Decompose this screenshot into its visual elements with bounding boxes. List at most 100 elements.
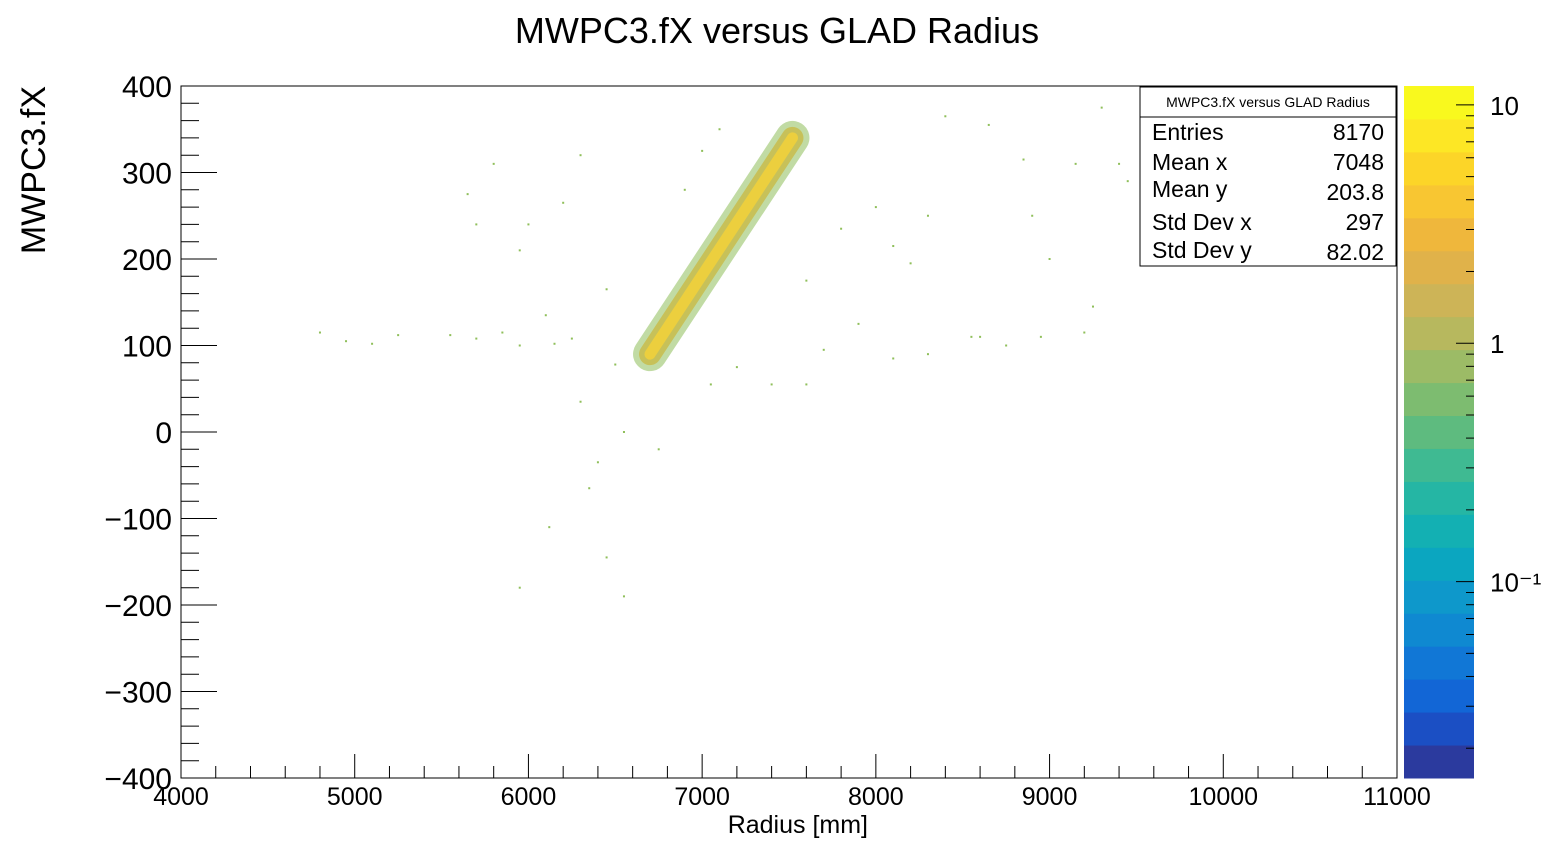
data-point bbox=[518, 586, 521, 589]
colorbar-segment bbox=[1404, 547, 1474, 581]
x-axis-ticks: 4000 5000 6000 7000 8000 9000 10000 11000 bbox=[153, 754, 1431, 811]
data-point bbox=[1083, 331, 1086, 334]
data-point bbox=[709, 383, 712, 386]
y-axis-ticks: −400 −300 −200 −100 0 100 200 300 400 bbox=[104, 71, 217, 796]
data-point bbox=[475, 337, 478, 340]
data-point bbox=[805, 383, 808, 386]
data-point bbox=[840, 227, 843, 230]
colorbar-segment bbox=[1404, 217, 1474, 252]
stats-label: Mean y bbox=[1152, 176, 1228, 202]
stats-value: 82.02 bbox=[1326, 239, 1384, 265]
colorbar-segment bbox=[1404, 646, 1474, 680]
data-point bbox=[944, 115, 947, 118]
stats-value: 8170 bbox=[1333, 119, 1384, 145]
data-point bbox=[857, 322, 860, 325]
data-point bbox=[614, 363, 617, 366]
data-point bbox=[909, 262, 912, 265]
y-tick-label: −200 bbox=[104, 590, 172, 623]
data-band bbox=[633, 120, 810, 372]
colorbar-segment bbox=[1404, 283, 1474, 318]
data-points bbox=[318, 106, 1277, 598]
data-point bbox=[657, 448, 660, 451]
stats-value: 7048 bbox=[1333, 149, 1384, 175]
colorbar-segment bbox=[1404, 745, 1474, 779]
stats-label: Std Dev y bbox=[1152, 237, 1252, 263]
data-point bbox=[1118, 162, 1121, 165]
data-point bbox=[1039, 335, 1042, 338]
colorbar-tick-label: 1 bbox=[1490, 329, 1504, 359]
data-point bbox=[926, 214, 929, 217]
data-point bbox=[588, 487, 591, 490]
data-point bbox=[596, 461, 599, 464]
data-point bbox=[548, 526, 551, 529]
data-point bbox=[518, 344, 521, 347]
data-point bbox=[397, 334, 400, 337]
colorbar-ticks: 10 1 10⁻¹ bbox=[1456, 91, 1542, 749]
data-point bbox=[970, 335, 973, 338]
colorbar-segment bbox=[1404, 448, 1474, 482]
colorbar-segment bbox=[1404, 580, 1474, 614]
data-point bbox=[1074, 162, 1077, 165]
colorbar-tick-label: 10 bbox=[1490, 91, 1519, 121]
y-axis-label: MWPC3.fX bbox=[15, 86, 53, 254]
data-point bbox=[345, 340, 348, 343]
y-tick-label: 200 bbox=[122, 244, 172, 277]
band-core bbox=[644, 132, 798, 360]
data-point bbox=[822, 348, 825, 351]
stats-label: Std Dev x bbox=[1152, 209, 1252, 235]
y-tick-label: 100 bbox=[122, 331, 172, 364]
data-point bbox=[553, 342, 556, 345]
x-tick-label: 6000 bbox=[501, 783, 557, 811]
y-tick-label: 0 bbox=[155, 417, 172, 450]
data-point bbox=[987, 123, 990, 126]
data-point bbox=[527, 223, 530, 226]
y-tick-label: −400 bbox=[104, 763, 172, 796]
x-axis-label: Radius [mm] bbox=[728, 811, 868, 839]
colorbar-segment bbox=[1404, 514, 1474, 548]
data-point bbox=[683, 188, 686, 191]
colorbar-segment bbox=[1404, 184, 1474, 219]
data-point bbox=[770, 383, 773, 386]
data-point bbox=[718, 128, 721, 131]
data-point bbox=[805, 279, 808, 282]
data-point bbox=[701, 149, 704, 152]
stats-value: 203.8 bbox=[1326, 179, 1384, 205]
data-point bbox=[501, 331, 504, 334]
stats-box-title: MWPC3.fX versus GLAD Radius bbox=[1166, 94, 1370, 110]
data-point bbox=[1126, 180, 1129, 183]
data-point bbox=[318, 331, 321, 334]
colorbar-segment bbox=[1404, 118, 1474, 153]
data-point bbox=[874, 206, 877, 209]
data-point bbox=[622, 595, 625, 598]
data-point bbox=[466, 193, 469, 196]
data-point bbox=[492, 162, 495, 165]
data-point bbox=[1031, 214, 1034, 217]
data-point bbox=[579, 154, 582, 157]
colorbar-segment bbox=[1404, 679, 1474, 713]
colorbar bbox=[1404, 86, 1474, 779]
data-point bbox=[1092, 305, 1094, 308]
colorbar-segment bbox=[1404, 250, 1474, 285]
colorbar-segment bbox=[1404, 613, 1474, 647]
stats-box: MWPC3.fX versus GLAD Radius Entries 8170… bbox=[1139, 86, 1397, 267]
data-point bbox=[1022, 158, 1025, 161]
y-tick-label: 400 bbox=[122, 71, 172, 104]
y-tick-label: −300 bbox=[104, 677, 172, 710]
x-tick-label: 4000 bbox=[153, 783, 209, 811]
data-point bbox=[605, 556, 608, 559]
data-point bbox=[926, 353, 929, 356]
x-tick-label: 11000 bbox=[1363, 783, 1431, 811]
data-point bbox=[892, 357, 895, 360]
data-point bbox=[475, 223, 478, 226]
data-point bbox=[562, 201, 565, 204]
colorbar-segment bbox=[1404, 712, 1474, 746]
data-point bbox=[1100, 106, 1103, 109]
data-point bbox=[1048, 258, 1051, 260]
data-point bbox=[579, 400, 582, 403]
colorbar-segment bbox=[1404, 151, 1474, 186]
data-point bbox=[735, 366, 738, 369]
colorbar-segment bbox=[1404, 349, 1474, 384]
x-tick-label: 5000 bbox=[327, 783, 383, 811]
stats-value: 297 bbox=[1346, 209, 1384, 235]
data-point bbox=[605, 288, 608, 291]
